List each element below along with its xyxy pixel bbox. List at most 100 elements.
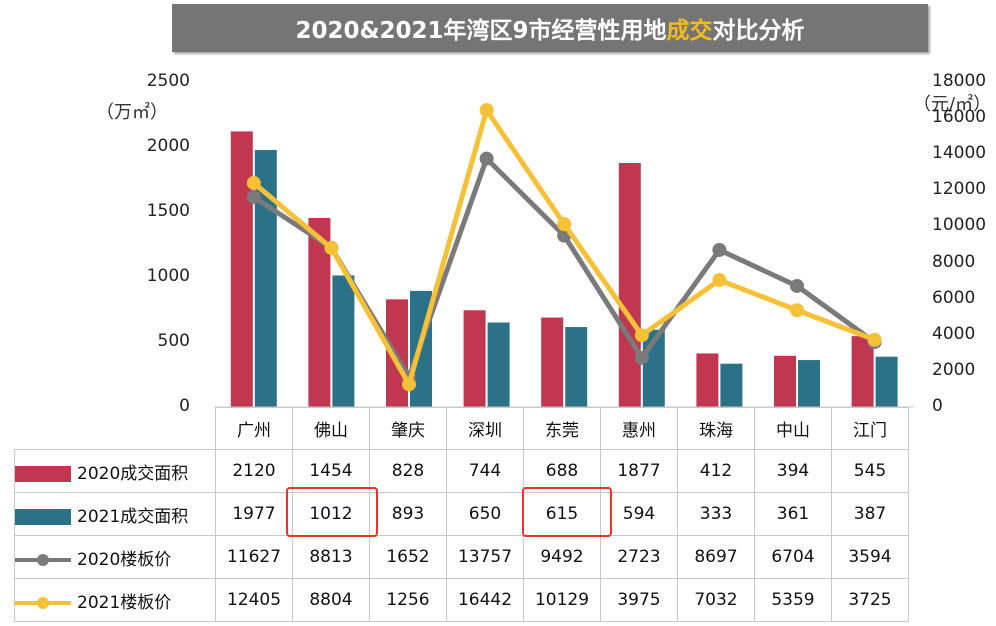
table-cell: 11627 bbox=[215, 535, 293, 579]
category-label: 深圳 bbox=[446, 407, 524, 450]
point-2021-price bbox=[246, 176, 261, 191]
category-label: 肇庆 bbox=[369, 407, 447, 450]
point-2021-price bbox=[712, 273, 727, 288]
table-cell: 5359 bbox=[754, 578, 832, 622]
y-left-tick-label: 1500 bbox=[146, 201, 190, 221]
y-left-tick-label: 2000 bbox=[146, 136, 190, 156]
table-cell: 688 bbox=[523, 449, 601, 493]
bar-2021-area bbox=[254, 149, 277, 408]
category-row: 广州 佛山 肇庆 深圳 东莞 惠州 珠海 中山 江门 bbox=[15, 407, 909, 450]
bar-2020-area bbox=[618, 162, 641, 407]
legend-swatch-2021-price bbox=[15, 596, 71, 610]
table-cell: 828 bbox=[369, 449, 447, 493]
y-right-tick-label: 14000 bbox=[932, 143, 987, 164]
table-cell: 744 bbox=[446, 449, 524, 493]
legend-2021-price: 2021楼板价 bbox=[14, 578, 216, 622]
category-label: 广州 bbox=[215, 407, 293, 450]
point-2020-price bbox=[712, 242, 727, 257]
table-cell: 8804 bbox=[292, 578, 370, 622]
bar-2020-area bbox=[541, 317, 564, 407]
y-right-tick-label: 10000 bbox=[932, 215, 987, 236]
point-2021-price bbox=[557, 217, 572, 232]
table-cell: 394 bbox=[754, 449, 832, 493]
y-right-tick-label: 18000 bbox=[932, 71, 987, 91]
y-right-tick-label: 8000 bbox=[932, 251, 976, 272]
bar-2020-area bbox=[463, 310, 486, 407]
title-part1: 2020&2021年湾区9市经营性用地 bbox=[295, 18, 667, 44]
y-right-tick-label: 4000 bbox=[932, 323, 976, 344]
bar-2021-area bbox=[720, 363, 743, 407]
table-cell: 16442 bbox=[446, 578, 524, 622]
table-cell: 412 bbox=[677, 449, 755, 493]
y-right-tick-label: 12000 bbox=[932, 179, 987, 200]
highlight-box-foshan-2021 bbox=[286, 487, 378, 537]
legend-swatch-2020-area bbox=[15, 465, 71, 482]
bar-2021-area bbox=[332, 275, 355, 407]
table-cell: 2120 bbox=[215, 449, 293, 493]
table-cell: 10129 bbox=[523, 578, 601, 622]
y-left-tick-label: 500 bbox=[157, 331, 190, 351]
point-2021-price bbox=[634, 328, 649, 343]
table-cell: 13757 bbox=[446, 535, 524, 579]
legend-label: 2020成交面积 bbox=[77, 463, 189, 484]
table-cell: 2723 bbox=[600, 535, 678, 579]
table-cell: 6704 bbox=[754, 535, 832, 579]
table-cell: 1977 bbox=[215, 492, 293, 536]
table-cell: 615 bbox=[523, 492, 601, 536]
point-2021-price bbox=[324, 241, 339, 256]
point-2021-price bbox=[790, 303, 804, 318]
chart-title: 2020&2021年湾区9市经营性用地 成交 对比分析 bbox=[172, 4, 928, 52]
category-label: 江门 bbox=[831, 407, 909, 450]
table-row-2021-area: 2021成交面积 1977 1012 893 650 615 594 333 3… bbox=[14, 492, 909, 536]
legend-swatch-2020-price bbox=[15, 553, 71, 567]
legend-label: 2021成交面积 bbox=[77, 506, 189, 527]
table-cell: 8813 bbox=[292, 535, 370, 579]
bar-2021-area bbox=[798, 360, 820, 407]
table-cell: 7032 bbox=[677, 578, 755, 622]
bar-2020-area bbox=[851, 336, 874, 407]
bar-2021-area bbox=[565, 327, 588, 407]
table-cell: 3594 bbox=[831, 535, 909, 579]
table-row-2021-price: 2021楼板价 12405 8804 1256 16442 10129 3975… bbox=[14, 578, 909, 622]
table-row-2020-area: 2020成交面积 2120 1454 828 744 688 1877 412 … bbox=[14, 449, 909, 493]
highlight-box-dongguan-2021 bbox=[522, 487, 612, 537]
table-cell: 1652 bbox=[369, 535, 447, 579]
legend-2020-price: 2020楼板价 bbox=[14, 535, 216, 579]
legend-2021-area: 2021成交面积 bbox=[14, 492, 216, 536]
table-cell: 650 bbox=[446, 492, 524, 536]
table-cell: 1256 bbox=[369, 578, 447, 622]
table-cell: 1012 bbox=[292, 492, 370, 536]
bar-2021-area bbox=[875, 356, 898, 407]
table-cell: 3725 bbox=[831, 578, 909, 622]
legend-swatch-2021-area bbox=[15, 508, 71, 525]
y-left-tick-label: 1000 bbox=[146, 266, 190, 286]
y-left-tick-label: 2500 bbox=[146, 71, 190, 91]
bar-2020-area bbox=[774, 355, 796, 407]
table-cell: 594 bbox=[600, 492, 678, 536]
table-cell: 1877 bbox=[600, 449, 678, 493]
point-2021-price bbox=[402, 377, 416, 392]
point-2020-price bbox=[479, 151, 494, 166]
table-cell: 361 bbox=[754, 492, 832, 536]
bar-2020-area bbox=[696, 353, 719, 407]
point-2021-price bbox=[867, 332, 882, 347]
category-label: 东莞 bbox=[523, 407, 601, 450]
category-label: 惠州 bbox=[600, 407, 678, 450]
bar-2020-area bbox=[308, 217, 331, 407]
legend-label: 2020楼板价 bbox=[77, 549, 172, 570]
title-part2: 对比分析 bbox=[712, 18, 805, 44]
data-table: 广州 佛山 肇庆 深圳 东莞 惠州 珠海 中山 江门 2020成交面积 2120… bbox=[14, 407, 909, 622]
table-cell: 3975 bbox=[600, 578, 678, 622]
category-label: 中山 bbox=[754, 407, 832, 450]
table-cell: 893 bbox=[369, 492, 447, 536]
y-right-tick-label: 16000 bbox=[932, 107, 987, 128]
table-cell: 333 bbox=[677, 492, 755, 536]
table-cell: 9492 bbox=[523, 535, 601, 579]
y-right-tick-label: 6000 bbox=[932, 287, 976, 308]
point-2021-price bbox=[479, 103, 494, 118]
title-highlight: 成交 bbox=[666, 18, 713, 44]
bar-2021-area bbox=[487, 322, 510, 407]
point-2020-price bbox=[246, 190, 261, 205]
table-cell: 387 bbox=[831, 492, 909, 536]
y-left-tick-label: 0 bbox=[179, 396, 190, 416]
